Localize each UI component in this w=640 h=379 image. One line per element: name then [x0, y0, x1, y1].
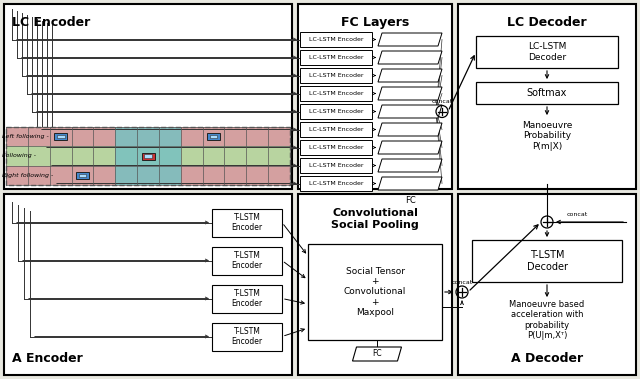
Text: LC-LSTM Encoder: LC-LSTM Encoder — [308, 55, 364, 60]
Polygon shape — [378, 105, 442, 118]
Bar — [300, 158, 372, 173]
Polygon shape — [378, 51, 442, 64]
Text: FC: FC — [372, 349, 382, 359]
Text: T-LSTM
Encoder: T-LSTM Encoder — [232, 289, 262, 308]
Bar — [300, 68, 372, 83]
Bar — [298, 4, 452, 189]
Text: LC-LSTM Encoder: LC-LSTM Encoder — [308, 91, 364, 96]
Bar — [4, 194, 292, 375]
Bar — [300, 32, 372, 47]
Polygon shape — [378, 123, 442, 136]
Polygon shape — [378, 159, 442, 172]
Polygon shape — [378, 141, 442, 154]
Text: Convolutional
Social Pooling: Convolutional Social Pooling — [331, 208, 419, 230]
Text: T-LSTM
Encoder: T-LSTM Encoder — [232, 213, 262, 232]
Text: LC-LSTM Encoder: LC-LSTM Encoder — [308, 109, 364, 114]
Text: LC-LSTM
Decoder: LC-LSTM Decoder — [528, 42, 566, 62]
Polygon shape — [378, 177, 442, 190]
Text: LC Decoder: LC Decoder — [507, 16, 587, 29]
Text: LC-LSTM Encoder: LC-LSTM Encoder — [308, 163, 364, 168]
Polygon shape — [378, 33, 442, 46]
Polygon shape — [378, 69, 442, 82]
Bar — [472, 240, 622, 282]
Bar — [458, 194, 636, 375]
Bar — [6, 127, 290, 146]
Text: LC-LSTM Encoder: LC-LSTM Encoder — [308, 37, 364, 42]
Bar — [144, 154, 152, 158]
Bar — [458, 4, 636, 189]
Bar — [212, 285, 282, 313]
Text: LC-LSTM Encoder: LC-LSTM Encoder — [308, 73, 364, 78]
Text: FC: FC — [404, 196, 415, 205]
Text: Left following -: Left following - — [2, 134, 49, 139]
Bar — [300, 122, 372, 137]
Bar — [6, 166, 290, 185]
Bar — [308, 244, 442, 340]
Bar — [300, 50, 372, 65]
Text: Softmax: Softmax — [527, 88, 567, 98]
Text: LC-LSTM Encoder: LC-LSTM Encoder — [308, 145, 364, 150]
Bar — [6, 127, 290, 185]
Bar — [476, 36, 618, 68]
Bar — [212, 246, 282, 274]
Text: LC-LSTM Encoder: LC-LSTM Encoder — [308, 127, 364, 132]
Text: Following -: Following - — [2, 153, 36, 158]
Bar — [79, 174, 86, 177]
Bar — [76, 172, 89, 179]
Text: concat: concat — [431, 99, 452, 104]
Bar — [300, 176, 372, 191]
Bar — [298, 194, 452, 375]
Text: LC-LSTM Encoder: LC-LSTM Encoder — [308, 181, 364, 186]
Bar — [207, 133, 220, 140]
Bar — [6, 146, 290, 166]
Bar — [115, 127, 180, 185]
Text: A Decoder: A Decoder — [511, 352, 583, 365]
Text: T-LSTM
Encoder: T-LSTM Encoder — [232, 251, 262, 270]
Text: Social Tensor
+
Convolutional
+
Maxpool: Social Tensor + Convolutional + Maxpool — [344, 267, 406, 317]
Text: A Encoder: A Encoder — [12, 352, 83, 365]
Polygon shape — [353, 347, 401, 361]
Text: LC Encoder: LC Encoder — [12, 16, 90, 29]
Text: T-LSTM
Encoder: T-LSTM Encoder — [232, 327, 262, 346]
Bar — [210, 135, 218, 138]
Bar — [57, 135, 65, 138]
Bar — [212, 323, 282, 351]
Bar — [212, 208, 282, 236]
Text: Manoeuvre
Probability
P(m|X): Manoeuvre Probability P(m|X) — [522, 121, 572, 151]
Text: FC Layers: FC Layers — [341, 16, 409, 29]
Text: Right following -: Right following - — [2, 173, 53, 178]
Text: T-LSTM
Decoder: T-LSTM Decoder — [527, 250, 568, 272]
Text: concat: concat — [451, 279, 472, 285]
Bar — [141, 152, 154, 160]
Text: concat: concat — [566, 211, 588, 216]
Bar — [54, 133, 67, 140]
Text: Manoeuvre based
acceleration with
probability
P(U|m,Xᵀ): Manoeuvre based acceleration with probab… — [509, 300, 584, 340]
Bar — [476, 82, 618, 104]
Bar — [300, 86, 372, 101]
Bar — [300, 140, 372, 155]
Bar — [4, 4, 292, 189]
Bar — [300, 104, 372, 119]
Polygon shape — [378, 87, 442, 100]
